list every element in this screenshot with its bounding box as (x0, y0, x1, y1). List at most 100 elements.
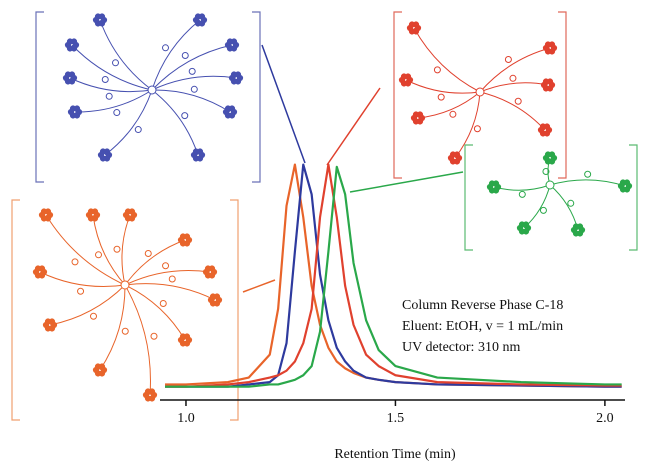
molecule-ring (437, 93, 445, 101)
molecule-ring (196, 148, 204, 155)
bracket (11, 199, 239, 421)
molecule-bond (151, 89, 199, 156)
molecule-ring (576, 223, 584, 230)
molecule-ring (95, 251, 102, 259)
molecule-core (147, 85, 157, 95)
molecule-ring (416, 111, 424, 118)
molecule-ring (73, 105, 81, 112)
bracket (35, 11, 261, 183)
molecule-ring (134, 126, 142, 134)
molecule-ring (70, 38, 78, 45)
molecule-ring (144, 250, 152, 257)
peak-line (165, 163, 622, 388)
bracket (393, 11, 567, 179)
molecule-bond (124, 283, 216, 301)
molecule-ring (412, 21, 420, 28)
molecule-bond (49, 284, 126, 326)
molecule-ring (584, 170, 592, 178)
molecule-ring (492, 180, 500, 187)
molecule-ring (548, 41, 556, 48)
molecule-bond (74, 89, 153, 113)
molecule-ring (168, 275, 176, 283)
bracket (464, 144, 638, 251)
molecule-ring (183, 333, 191, 340)
molecule-ring (509, 74, 517, 82)
molecule-ring (504, 56, 512, 63)
molecule-ring (208, 265, 216, 272)
x-tick-label: 1.5 (387, 411, 405, 426)
molecule-ring (44, 208, 52, 215)
molecule-bond (121, 214, 131, 286)
molecule-bond (99, 284, 126, 371)
molecule-bond (523, 184, 551, 229)
molecule-ring (113, 109, 121, 117)
peak-line (165, 165, 622, 388)
molecule-ring (38, 265, 46, 272)
molecule-bond (417, 91, 481, 119)
molecule-ring (198, 13, 206, 20)
molecule-bond (151, 89, 231, 113)
connector (326, 87, 381, 166)
molecule-bond (479, 47, 551, 93)
molecule-ring (150, 332, 158, 340)
molecule-ring (162, 44, 169, 52)
molecule-ring (623, 179, 631, 186)
molecule-ring (103, 148, 111, 155)
molecule-ring (181, 112, 189, 120)
molecule-ring (228, 105, 236, 112)
molecule-core (545, 180, 555, 190)
molecule-ring (98, 13, 106, 20)
molecule-bond (413, 27, 481, 93)
x-tick-label: 1.0 (177, 411, 195, 426)
molecule-ring (101, 76, 109, 83)
x-axis-label: Retention Time (min) (334, 447, 456, 462)
molecule-ring (128, 208, 136, 215)
molecule-bond (493, 184, 551, 191)
annotation: UV detector: 310 nm (402, 340, 520, 355)
connector (261, 44, 306, 164)
molecule-ring (159, 300, 167, 307)
molecule-bond (124, 270, 211, 286)
molecule-core (475, 87, 485, 97)
molecule-ring (91, 208, 99, 215)
molecule-ring (105, 92, 113, 100)
molecule-ring (543, 123, 551, 130)
molecule-ring (181, 52, 189, 59)
molecule-ring (567, 199, 575, 207)
molecule-ring (546, 78, 554, 85)
molecule-ring (539, 206, 547, 214)
molecule-bond (69, 77, 153, 93)
molecule-ring (473, 125, 481, 133)
molecule-ring (190, 85, 198, 93)
molecule-ring (234, 71, 242, 78)
molecule-bond (104, 89, 153, 156)
molecule-ring (48, 318, 56, 325)
molecule-bond (39, 271, 126, 287)
molecule-core (120, 280, 130, 290)
molecule-ring (548, 151, 556, 158)
peak-line (165, 163, 622, 388)
connector (349, 171, 464, 193)
molecule-ring (68, 71, 76, 78)
molecule-ring (404, 73, 412, 80)
molecule-ring (514, 97, 522, 105)
molecule-bond (124, 284, 186, 341)
molecule-ring (449, 110, 457, 118)
molecule-ring (213, 293, 221, 300)
molecule-bond (45, 214, 126, 286)
molecule-ring (148, 388, 156, 395)
molecule-bond (71, 44, 153, 91)
molecule-ring (98, 363, 106, 370)
molecule-bond (405, 79, 481, 94)
molecule-bond (479, 82, 549, 93)
molecule-bond (479, 91, 546, 131)
molecule-ring (71, 258, 79, 266)
molecule-ring (433, 66, 441, 74)
molecule-bond (151, 44, 233, 91)
molecule-ring (183, 233, 191, 240)
molecule-bond (151, 19, 201, 91)
molecule-bond (151, 75, 237, 91)
molecule-bond (124, 239, 186, 286)
molecule-ring (162, 262, 170, 270)
